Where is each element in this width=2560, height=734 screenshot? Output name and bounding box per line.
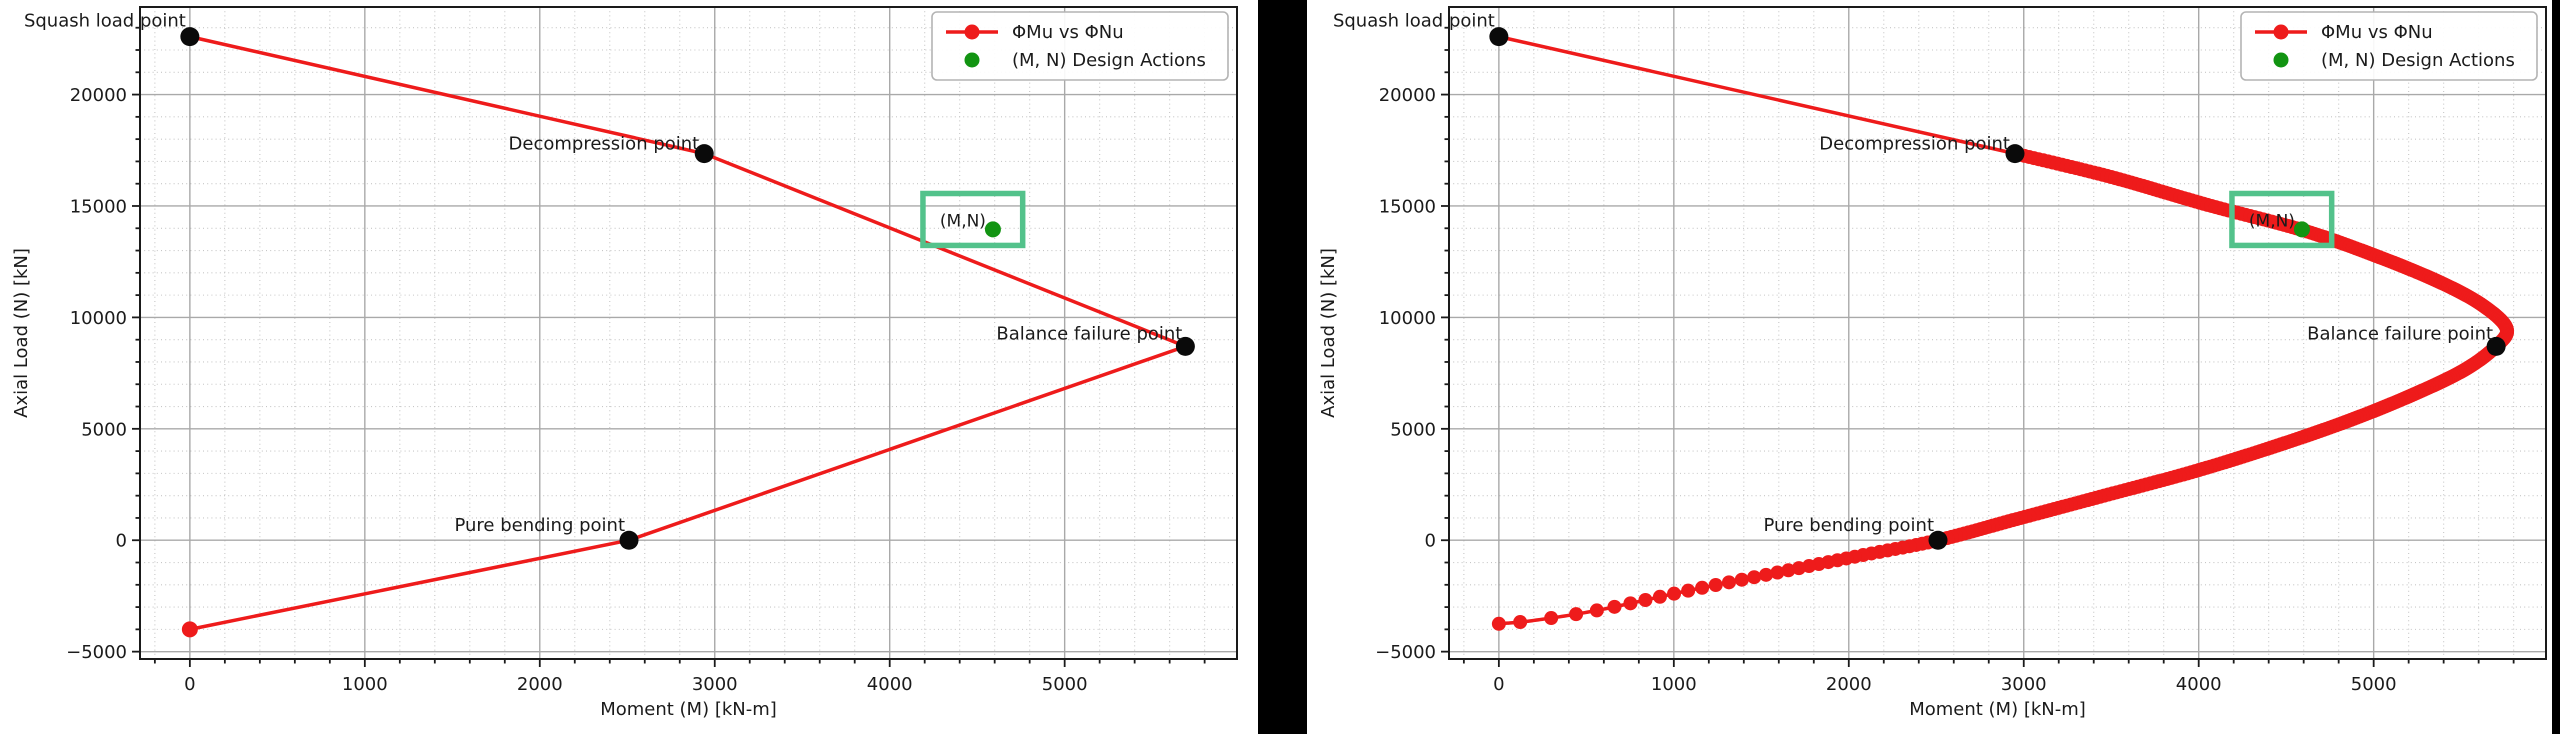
key-point-dot	[1489, 27, 1509, 47]
y-tick-label: 0	[116, 531, 127, 552]
y-tick-label: 5000	[1390, 419, 1436, 440]
x-tick-label: 3000	[2001, 674, 2047, 695]
key-point-annotation: Squash load point	[24, 11, 186, 32]
plot-background	[1307, 0, 2552, 734]
capacity-curve-marker	[1491, 616, 1506, 631]
capacity-curve-marker	[1589, 603, 1604, 618]
plot-background	[0, 0, 1258, 734]
y-axis-label: Axial Load (N) [kN]	[11, 248, 32, 418]
y-tick-label: 10000	[70, 308, 127, 329]
capacity-curve-marker	[1652, 589, 1667, 604]
x-tick-label: 2000	[517, 674, 563, 695]
interaction-chart-right: 0 1000 2000 3000 4000 5000 −5000 0 5000 10000 1500…	[1307, 0, 2552, 734]
key-point-annotation: Squash load point	[1333, 11, 1495, 32]
x-tick-label: 3000	[692, 674, 738, 695]
key-point-dot	[2005, 144, 2025, 164]
x-axis-label: Moment (M) [kN-m]	[600, 699, 777, 720]
capacity-curve-marker	[1759, 567, 1774, 582]
legend-line-marker	[2273, 24, 2289, 40]
capacity-curve-marker	[1770, 565, 1785, 580]
legend-box	[2240, 11, 2538, 81]
key-point-annotation: Balance failure point	[996, 323, 1182, 344]
capacity-curve-marker	[1791, 561, 1806, 576]
y-tick-label: −5000	[66, 642, 127, 663]
key-point-annotation: Balance failure point	[2307, 323, 2493, 344]
x-tick-label: 2000	[1826, 674, 1872, 695]
legend-entry-design-actions: (M, N) Design Actions	[2321, 50, 2515, 71]
legend-box	[931, 11, 1229, 81]
key-point-dot	[180, 27, 200, 47]
legend-dot-sample	[2273, 52, 2289, 68]
key-point-annotation: Decompression point	[509, 134, 700, 155]
legend-line-marker	[964, 24, 980, 40]
capacity-curve-marker	[1544, 611, 1559, 626]
capacity-curve-marker	[1623, 596, 1638, 611]
x-tick-label: 5000	[2351, 674, 2397, 695]
capacity-curve-marker	[1781, 563, 1796, 578]
plot-spines	[1448, 6, 2547, 660]
key-point-dot	[694, 144, 714, 164]
x-tick-label: 4000	[2176, 674, 2222, 695]
design-action-point	[984, 221, 1001, 238]
y-tick-label: 15000	[70, 196, 127, 217]
capacity-curve-marker	[1734, 572, 1749, 587]
x-tick-label: 0	[184, 674, 195, 695]
x-tick-label: 5000	[1042, 674, 1088, 695]
capacity-curve-marker	[1513, 615, 1528, 630]
x-tick-label: 1000	[1651, 674, 1697, 695]
design-action-point	[2293, 221, 2310, 238]
legend-dot-sample	[964, 52, 980, 68]
capacity-curve-marker	[1747, 570, 1762, 585]
legend-entry-design-actions: (M, N) Design Actions	[1012, 50, 1206, 71]
figure-panel-left: 0 1000 2000 3000 4000 5000 −5000 0 5000 10000 1500…	[0, 0, 1258, 734]
key-point-dot	[619, 530, 639, 550]
legend-entry-capacity: ΦMu vs ΦNu	[1012, 22, 1124, 43]
capacity-curve-marker	[1695, 580, 1710, 595]
x-axis-label: Moment (M) [kN-m]	[1909, 699, 2086, 720]
key-point-annotation: Pure bending point	[1763, 515, 1934, 536]
capacity-curve-marker	[1708, 577, 1723, 592]
y-tick-label: −5000	[1375, 642, 1436, 663]
capacity-curve-marker	[1638, 593, 1653, 608]
y-tick-label: 20000	[1379, 85, 1436, 106]
figure-panel-right: 0 1000 2000 3000 4000 5000 −5000 0 5000 10000 1500…	[1307, 0, 2552, 734]
y-tick-label: 5000	[81, 419, 127, 440]
y-tick-label: 10000	[1379, 308, 1436, 329]
design-point-highlight-box	[2229, 190, 2335, 249]
legend: ΦMu vs ΦNu (M, N) Design Actions	[931, 11, 1229, 81]
capacity-curve-marker	[1569, 607, 1584, 622]
y-tick-label: 0	[1425, 531, 1436, 552]
key-point-annotation: Decompression point	[1819, 134, 2010, 155]
x-tick-label: 4000	[867, 674, 913, 695]
key-point-annotation: Pure bending point	[454, 515, 625, 536]
x-tick-label: 0	[1493, 674, 1504, 695]
x-tick-label: 1000	[342, 674, 388, 695]
plot-spines	[139, 6, 1238, 660]
key-point-dot	[1928, 530, 1948, 550]
legend-entry-capacity: ΦMu vs ΦNu	[2321, 22, 2433, 43]
capacity-curve-marker	[1721, 575, 1736, 590]
capacity-vertex-marker	[181, 621, 198, 638]
major-grid	[1449, 7, 2546, 659]
design-point-label: (M,N)	[940, 211, 986, 231]
capacity-curve-marker	[1681, 583, 1696, 598]
interaction-chart-left: 0 1000 2000 3000 4000 5000 −5000 0 5000 10000 1500…	[0, 0, 1258, 734]
capacity-curve-marker	[1607, 599, 1622, 614]
y-tick-label: 15000	[1379, 196, 1436, 217]
legend: ΦMu vs ΦNu (M, N) Design Actions	[2240, 11, 2538, 81]
y-tick-label: 20000	[70, 85, 127, 106]
capacity-curve-marker	[1667, 586, 1682, 601]
design-point-label: (M,N)	[2249, 211, 2295, 231]
design-point-highlight-box	[920, 190, 1026, 249]
key-point-dot	[1175, 336, 1195, 356]
key-point-dot	[2486, 336, 2506, 356]
y-axis-label: Axial Load (N) [kN]	[1318, 248, 1339, 418]
